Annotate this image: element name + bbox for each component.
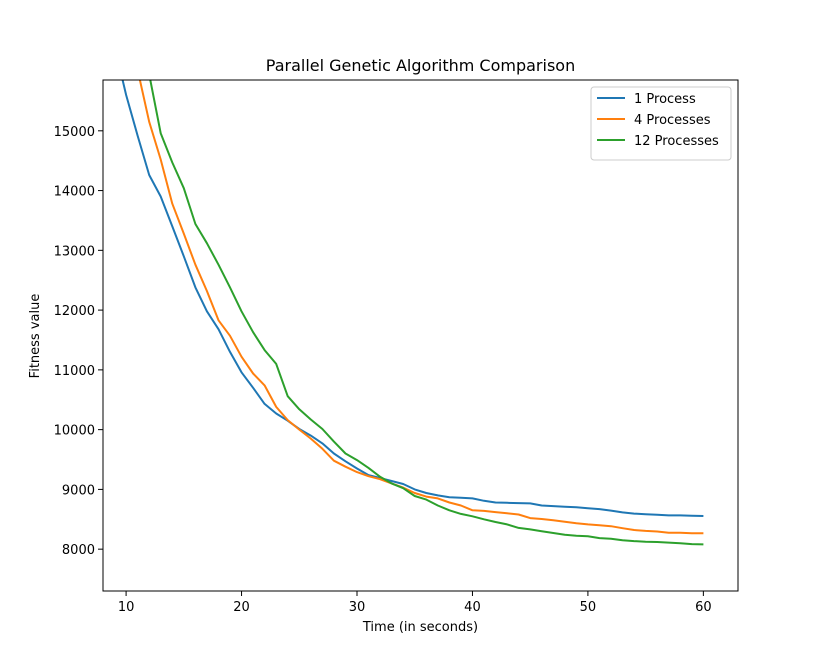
y-tick-label: 8000 — [62, 543, 95, 558]
x-tick-label: 10 — [118, 600, 135, 615]
x-tick-label: 20 — [233, 600, 250, 615]
legend: 1 Process 4 Processes 12 Processes — [590, 86, 732, 161]
legend-label: 12 Processes — [634, 134, 719, 149]
x-tick-label: 60 — [695, 600, 712, 615]
x-axis-label: Time (in seconds) — [362, 620, 478, 635]
series-line-2 — [138, 80, 704, 535]
y-axis: 8000 9000 10000 11000 12000 13000 14000 15000 — [54, 125, 103, 558]
x-tick-label: 50 — [580, 600, 597, 615]
legend-label: 4 Processes — [634, 113, 711, 128]
y-tick-label: 14000 — [54, 185, 95, 200]
x-axis: 10 20 30 40 50 60 — [118, 591, 712, 615]
y-tick-label: 12000 — [54, 304, 95, 319]
legend-box — [590, 86, 732, 161]
chart-title: Parallel Genetic Algorithm Comparison — [266, 56, 575, 75]
plot-area — [121, 80, 704, 546]
series-line-1 — [121, 80, 704, 517]
series-line-3 — [149, 80, 704, 546]
y-tick-label: 11000 — [54, 364, 95, 379]
y-tick-label: 9000 — [62, 483, 95, 498]
x-tick-label: 30 — [349, 600, 366, 615]
x-tick-label: 40 — [464, 600, 481, 615]
y-tick-label: 13000 — [54, 244, 95, 259]
y-tick-label: 10000 — [54, 424, 95, 439]
plot-frame — [102, 79, 739, 592]
y-axis-label: Fitness value — [28, 294, 43, 379]
y-tick-label: 15000 — [54, 125, 95, 140]
legend-label: 1 Process — [634, 92, 696, 107]
